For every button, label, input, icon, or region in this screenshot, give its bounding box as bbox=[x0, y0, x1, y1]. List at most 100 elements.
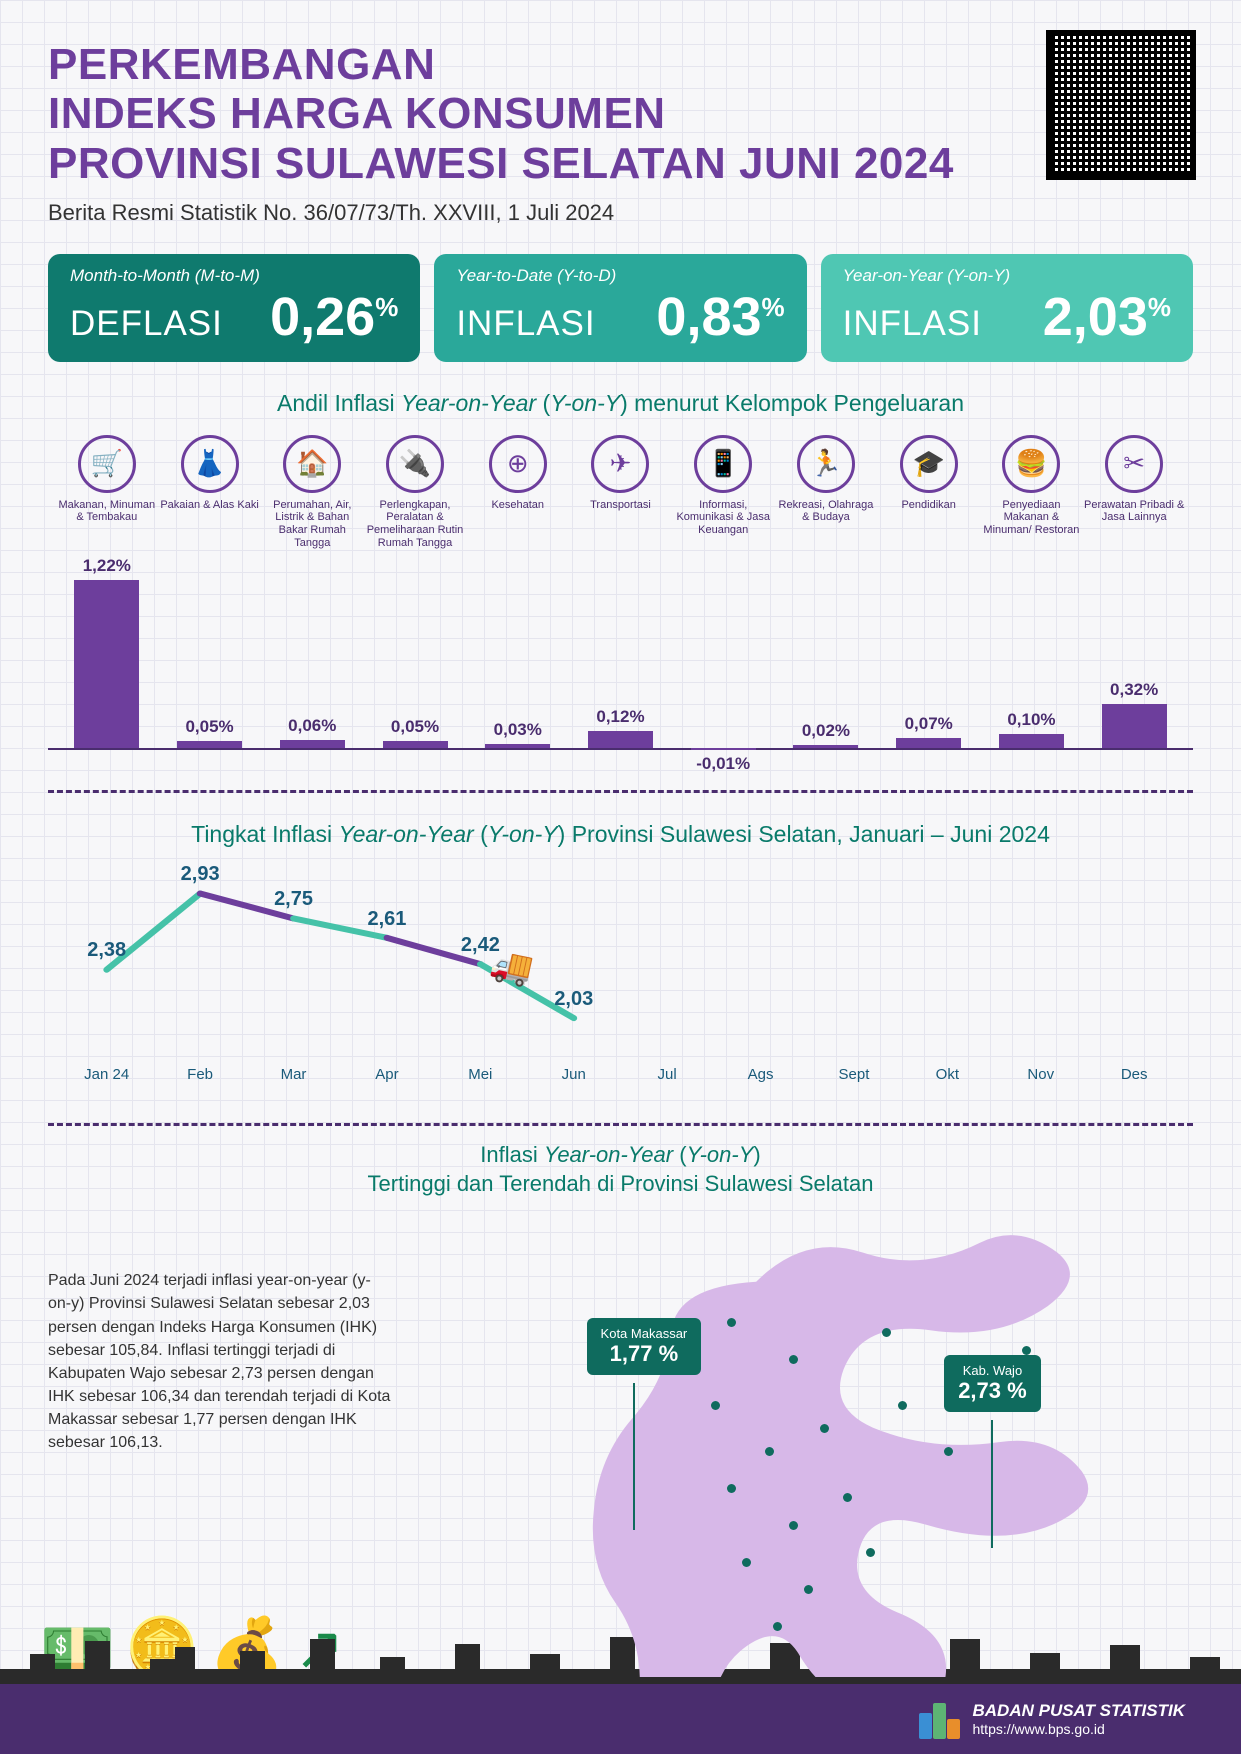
metric-word: DEFLASI bbox=[70, 304, 223, 344]
page: PERKEMBANGAN INDEKS HARGA KONSUMEN PROVI… bbox=[0, 0, 1241, 1754]
bar-value: 0,06% bbox=[288, 716, 336, 736]
category-label: Makanan, Minuman & Tembakau bbox=[56, 499, 158, 551]
bar-rect bbox=[280, 740, 345, 748]
metric-top: Month-to-Month (M-to-M) bbox=[70, 266, 398, 286]
category-label: Perlengkapan, Peralatan & Pemeliharaan R… bbox=[364, 499, 466, 551]
footer-bar: BADAN PUSAT STATISTIK https://www.bps.go… bbox=[0, 1684, 1241, 1754]
bar-column: 0,07% bbox=[878, 714, 980, 748]
line-month-label: Des bbox=[1087, 1066, 1180, 1083]
category-label: Pakaian & Alas Kaki bbox=[160, 499, 258, 551]
line-value-label: 2,93 bbox=[181, 863, 220, 886]
category-icon: 👗 bbox=[181, 435, 239, 493]
category-icon: 🎓 bbox=[900, 435, 958, 493]
bar-column: 0,12% bbox=[570, 707, 672, 748]
t: Year-on-Year bbox=[339, 821, 474, 847]
line-month-label: Okt bbox=[901, 1066, 994, 1083]
truck-icon: 🚚 bbox=[487, 943, 537, 991]
bar-rect bbox=[999, 734, 1064, 748]
bar-value: 0,03% bbox=[494, 720, 542, 740]
category: 🏃 Rekreasi, Olahraga & Budaya bbox=[775, 435, 877, 551]
line-month-label: Jul bbox=[620, 1066, 713, 1083]
bar-value: 0,05% bbox=[185, 717, 233, 737]
callout-name: Kota Makassar bbox=[601, 1326, 688, 1341]
bar-column: 1,22% bbox=[56, 556, 158, 748]
metric-value: 0,26% bbox=[270, 286, 398, 348]
title-line-3: PROVINSI SULAWESI SELATAN JUNI 2024 bbox=[48, 139, 954, 188]
category-icon: ⊕ bbox=[489, 435, 547, 493]
bar-column: 0,05% bbox=[364, 717, 466, 748]
category-icon: 🏠 bbox=[283, 435, 341, 493]
separator bbox=[48, 790, 1193, 793]
t: Inflasi bbox=[480, 1142, 544, 1167]
map-body-text: Pada Juni 2024 terjadi inflasi year-on-y… bbox=[48, 1217, 392, 1677]
category-label: Informasi, Komunikasi & Jasa Keuangan bbox=[672, 499, 774, 551]
category-label: Perumahan, Air, Listrik & Bahan Bakar Ru… bbox=[261, 499, 363, 551]
page-title: PERKEMBANGAN INDEKS HARGA KONSUMEN PROVI… bbox=[48, 40, 1193, 188]
line-month-label: Feb bbox=[153, 1066, 246, 1083]
t: Tertinggi dan Terendah di Provinsi Sulaw… bbox=[368, 1171, 874, 1196]
bar-column: 0,03% bbox=[467, 720, 569, 748]
map-leader-line bbox=[633, 1383, 635, 1530]
bar-column: 0,32% bbox=[1083, 680, 1185, 748]
bar-value: 0,32% bbox=[1110, 680, 1158, 700]
metric-card: Year-to-Date (Y-to-D) INFLASI 0,83% bbox=[434, 254, 806, 362]
map-callout: Kab. Wajo 2,73 % bbox=[944, 1355, 1041, 1412]
map-dot bbox=[727, 1318, 736, 1327]
line-month-label: Mar bbox=[247, 1066, 340, 1083]
line-months: Jan 24FebMarAprMeiJunJulAgsSeptOktNovDes bbox=[60, 1066, 1181, 1083]
map-silhouette bbox=[416, 1217, 1194, 1677]
category-icon: ✈ bbox=[591, 435, 649, 493]
category-icon: ✂ bbox=[1105, 435, 1163, 493]
category: 🔌 Perlengkapan, Peralatan & Pemeliharaan… bbox=[364, 435, 466, 551]
category-label: Transportasi bbox=[590, 499, 651, 551]
line-month-label: Sept bbox=[807, 1066, 900, 1083]
t: Andil Inflasi bbox=[277, 390, 401, 416]
t: Year-on-Year bbox=[401, 390, 536, 416]
subtitle: Berita Resmi Statistik No. 36/07/73/Th. … bbox=[48, 200, 1193, 226]
t: Y-on-Y bbox=[488, 821, 558, 847]
category-icon: 🔌 bbox=[386, 435, 444, 493]
category-icon: 📱 bbox=[694, 435, 752, 493]
line-svg bbox=[60, 860, 1181, 1060]
bar-value: 0,05% bbox=[391, 717, 439, 737]
category: ⊕ Kesehatan bbox=[467, 435, 569, 551]
bar-rect bbox=[691, 748, 756, 750]
category-icon: 🍔 bbox=[1002, 435, 1060, 493]
title-line-1: PERKEMBANGAN bbox=[48, 40, 435, 89]
map-dot bbox=[727, 1484, 736, 1493]
map-dot bbox=[742, 1558, 751, 1567]
category: 📱 Informasi, Komunikasi & Jasa Keuangan bbox=[672, 435, 774, 551]
category-label: Penyediaan Makanan & Minuman/ Restoran bbox=[981, 499, 1083, 551]
category: 🛒 Makanan, Minuman & Tembakau bbox=[56, 435, 158, 551]
category-icon: 🛒 bbox=[78, 435, 136, 493]
bar-rect bbox=[485, 744, 550, 748]
bar-column: 0,10% bbox=[981, 710, 1083, 748]
line-month-label: Apr bbox=[340, 1066, 433, 1083]
bar-column: 0,05% bbox=[159, 717, 261, 748]
bar-value: 0,02% bbox=[802, 721, 850, 741]
t: ) bbox=[753, 1142, 760, 1167]
bar-rect bbox=[588, 731, 653, 748]
line-value-label: 2,03 bbox=[554, 988, 593, 1011]
footer-url: https://www.bps.go.id bbox=[973, 1721, 1186, 1737]
line-value-label: 2,75 bbox=[274, 888, 313, 911]
bar-section-title: Andil Inflasi Year-on-Year (Y-on-Y) menu… bbox=[48, 390, 1193, 417]
bar-value: 0,10% bbox=[1007, 710, 1055, 730]
t: ( bbox=[474, 821, 488, 847]
line-section-title: Tingkat Inflasi Year-on-Year (Y-on-Y) Pr… bbox=[48, 821, 1193, 848]
footer-org-name: BADAN PUSAT STATISTIK bbox=[973, 1701, 1186, 1721]
map-dot bbox=[882, 1328, 891, 1337]
t: Tingkat Inflasi bbox=[191, 821, 338, 847]
map-dot bbox=[898, 1401, 907, 1410]
bar-value: 0,12% bbox=[596, 707, 644, 727]
category-label: Rekreasi, Olahraga & Budaya bbox=[775, 499, 877, 551]
bar-value: 0,07% bbox=[905, 714, 953, 734]
bar-rect bbox=[1102, 704, 1167, 748]
map-leader-line bbox=[991, 1420, 993, 1549]
map-callout: Kota Makassar 1,77 % bbox=[587, 1318, 702, 1375]
title-line-2: INDEKS HARGA KONSUMEN bbox=[48, 89, 666, 138]
map-section-title: Inflasi Year-on-Year (Y-on-Y) Tertinggi … bbox=[48, 1140, 1193, 1199]
metric-word: INFLASI bbox=[843, 304, 982, 344]
line-month-label: Jan 24 bbox=[60, 1066, 153, 1083]
line-month-label: Ags bbox=[714, 1066, 807, 1083]
